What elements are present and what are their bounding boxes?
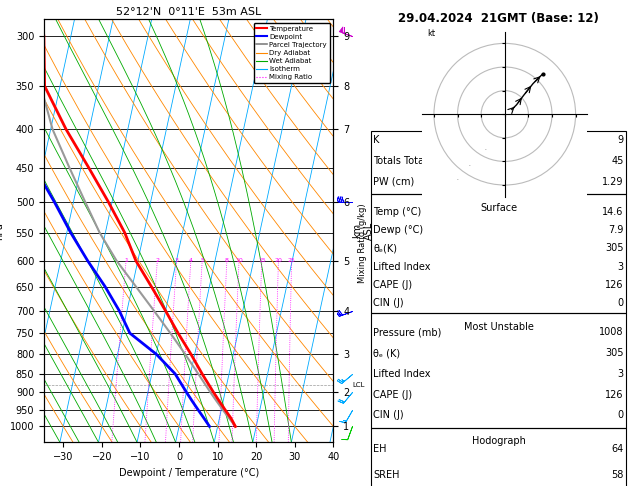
Text: Surface: Surface xyxy=(480,203,517,213)
Y-axis label: km
ASL: km ASL xyxy=(352,222,374,240)
Text: CIN (J): CIN (J) xyxy=(373,410,404,420)
Text: CIN (J): CIN (J) xyxy=(373,297,404,308)
Text: LCL: LCL xyxy=(352,382,365,388)
Text: CAPE (J): CAPE (J) xyxy=(373,390,413,399)
Text: 3: 3 xyxy=(618,261,624,272)
Text: 3: 3 xyxy=(618,369,624,379)
Text: Totals Totals: Totals Totals xyxy=(373,156,432,166)
Text: 7.9: 7.9 xyxy=(608,226,624,235)
Text: 3: 3 xyxy=(175,259,179,263)
Title: 52°12'N  0°11'E  53m ASL: 52°12'N 0°11'E 53m ASL xyxy=(116,7,261,17)
Text: ·: · xyxy=(456,175,459,185)
Text: 10: 10 xyxy=(235,259,243,263)
Text: 126: 126 xyxy=(605,279,624,290)
Text: Most Unstable: Most Unstable xyxy=(464,322,533,332)
Y-axis label: hPa: hPa xyxy=(0,222,4,240)
Text: SREH: SREH xyxy=(373,470,399,481)
Text: 64: 64 xyxy=(611,444,624,454)
Text: 1.29: 1.29 xyxy=(603,177,624,187)
Text: 305: 305 xyxy=(605,243,624,253)
Text: PW (cm): PW (cm) xyxy=(373,177,415,187)
Text: kt: kt xyxy=(427,29,435,38)
Bar xyxy=(370,313,626,428)
Text: Lifted Index: Lifted Index xyxy=(373,369,431,379)
Text: 305: 305 xyxy=(605,348,624,358)
Text: 9: 9 xyxy=(618,135,624,145)
Text: 0: 0 xyxy=(618,297,624,308)
Text: 1: 1 xyxy=(124,259,128,263)
Bar xyxy=(370,131,626,194)
Legend: Temperature, Dewpoint, Parcel Trajectory, Dry Adiabat, Wet Adiabat, Isotherm, Mi: Temperature, Dewpoint, Parcel Trajectory… xyxy=(253,23,330,83)
Text: 14.6: 14.6 xyxy=(603,208,624,217)
Text: θₑ (K): θₑ (K) xyxy=(373,348,400,358)
Text: 29.04.2024  21GMT (Base: 12): 29.04.2024 21GMT (Base: 12) xyxy=(398,12,599,25)
Text: 8: 8 xyxy=(225,259,229,263)
Bar xyxy=(370,194,626,313)
Text: 126: 126 xyxy=(605,390,624,399)
Text: 4: 4 xyxy=(189,259,193,263)
X-axis label: Dewpoint / Temperature (°C): Dewpoint / Temperature (°C) xyxy=(119,468,259,478)
Text: 45: 45 xyxy=(611,156,624,166)
Text: Mixing Ratio (g/kg): Mixing Ratio (g/kg) xyxy=(359,203,367,283)
Text: Pressure (mb): Pressure (mb) xyxy=(373,328,442,337)
Text: EH: EH xyxy=(373,444,387,454)
Text: 2: 2 xyxy=(155,259,159,263)
Text: 1008: 1008 xyxy=(599,328,624,337)
Text: Lifted Index: Lifted Index xyxy=(373,261,431,272)
Text: Hodograph: Hodograph xyxy=(472,436,525,447)
Text: 58: 58 xyxy=(611,470,624,481)
Text: 0: 0 xyxy=(618,410,624,420)
Text: θₑ(K): θₑ(K) xyxy=(373,243,397,253)
Text: ·: · xyxy=(467,161,471,171)
Text: 5: 5 xyxy=(200,259,204,263)
Text: ·: · xyxy=(484,145,487,155)
Text: 20: 20 xyxy=(274,259,282,263)
Text: K: K xyxy=(373,135,379,145)
Text: Temp (°C): Temp (°C) xyxy=(373,208,421,217)
Text: Dewp (°C): Dewp (°C) xyxy=(373,226,423,235)
Text: 25: 25 xyxy=(287,259,296,263)
Text: 15: 15 xyxy=(258,259,265,263)
Text: CAPE (J): CAPE (J) xyxy=(373,279,413,290)
Bar xyxy=(370,428,626,486)
